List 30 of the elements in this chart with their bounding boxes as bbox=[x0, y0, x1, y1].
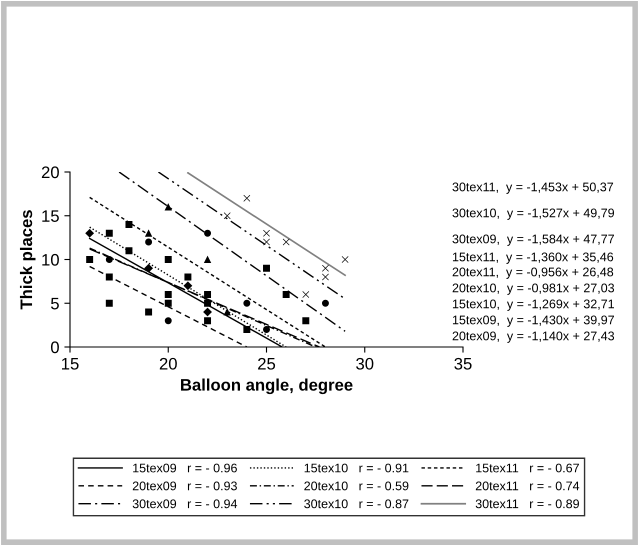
annotation: 30tex10, y = -1,527x + 49,79 bbox=[452, 208, 614, 220]
y-axis-title: Thick places bbox=[20, 210, 36, 310]
x-tick-label: 20 bbox=[160, 358, 177, 370]
annotation: 30tex09, y = -1,584x + 47,77 bbox=[452, 234, 614, 246]
legend-label: 20tex10 r = - 0.59 bbox=[304, 481, 408, 490]
annotation: 15tex10, y = -1,269x + 32,71 bbox=[452, 300, 614, 311]
x-tick-label: 35 bbox=[454, 358, 472, 370]
legend-label: 30tex09 r = - 0.94 bbox=[132, 499, 238, 508]
annotation: 15tex11, y = -1,360x + 35,46 bbox=[452, 252, 614, 264]
x-axis-title: Balloon angle, degree bbox=[181, 378, 353, 394]
y-tick-label: 5 bbox=[50, 298, 59, 310]
legend-label: 15tex11 r = - 0.67 bbox=[476, 464, 579, 472]
y-tick-label: 10 bbox=[42, 254, 59, 266]
y-tick-label: 0 bbox=[50, 341, 59, 354]
annotation: 20tex11, y = -0,956x + 26,48 bbox=[452, 268, 614, 279]
annotation: 20tex09, y = -1,140x + 27,43 bbox=[452, 332, 614, 343]
y-tick-label: 20 bbox=[42, 166, 59, 178]
annotation: 30tex11, y = -1,453x + 50,37 bbox=[452, 182, 614, 194]
legend-label: 15tex10 r = - 0.91 bbox=[304, 464, 408, 472]
legend-label: 15tex09 r = - 0.96 bbox=[133, 464, 237, 472]
x-tick-label: 30 bbox=[356, 358, 374, 370]
annotation: 20tex10, y = -0,981x + 27,03 bbox=[452, 284, 614, 295]
y-tick-label: 15 bbox=[42, 210, 59, 222]
legend-label: 20tex11 r = - 0.74 bbox=[476, 481, 580, 490]
legend-label: 20tex09 r = - 0.93 bbox=[132, 481, 237, 490]
legend-label: 30tex10 r = - 0.87 bbox=[304, 499, 408, 508]
annotation: 15tex09, y = -1,430x + 39,97 bbox=[452, 316, 614, 327]
legend-label: 30tex11 r = - 0.89 bbox=[476, 499, 579, 508]
x-tick-label: 25 bbox=[258, 358, 276, 370]
x-tick-label: 15 bbox=[62, 358, 79, 370]
